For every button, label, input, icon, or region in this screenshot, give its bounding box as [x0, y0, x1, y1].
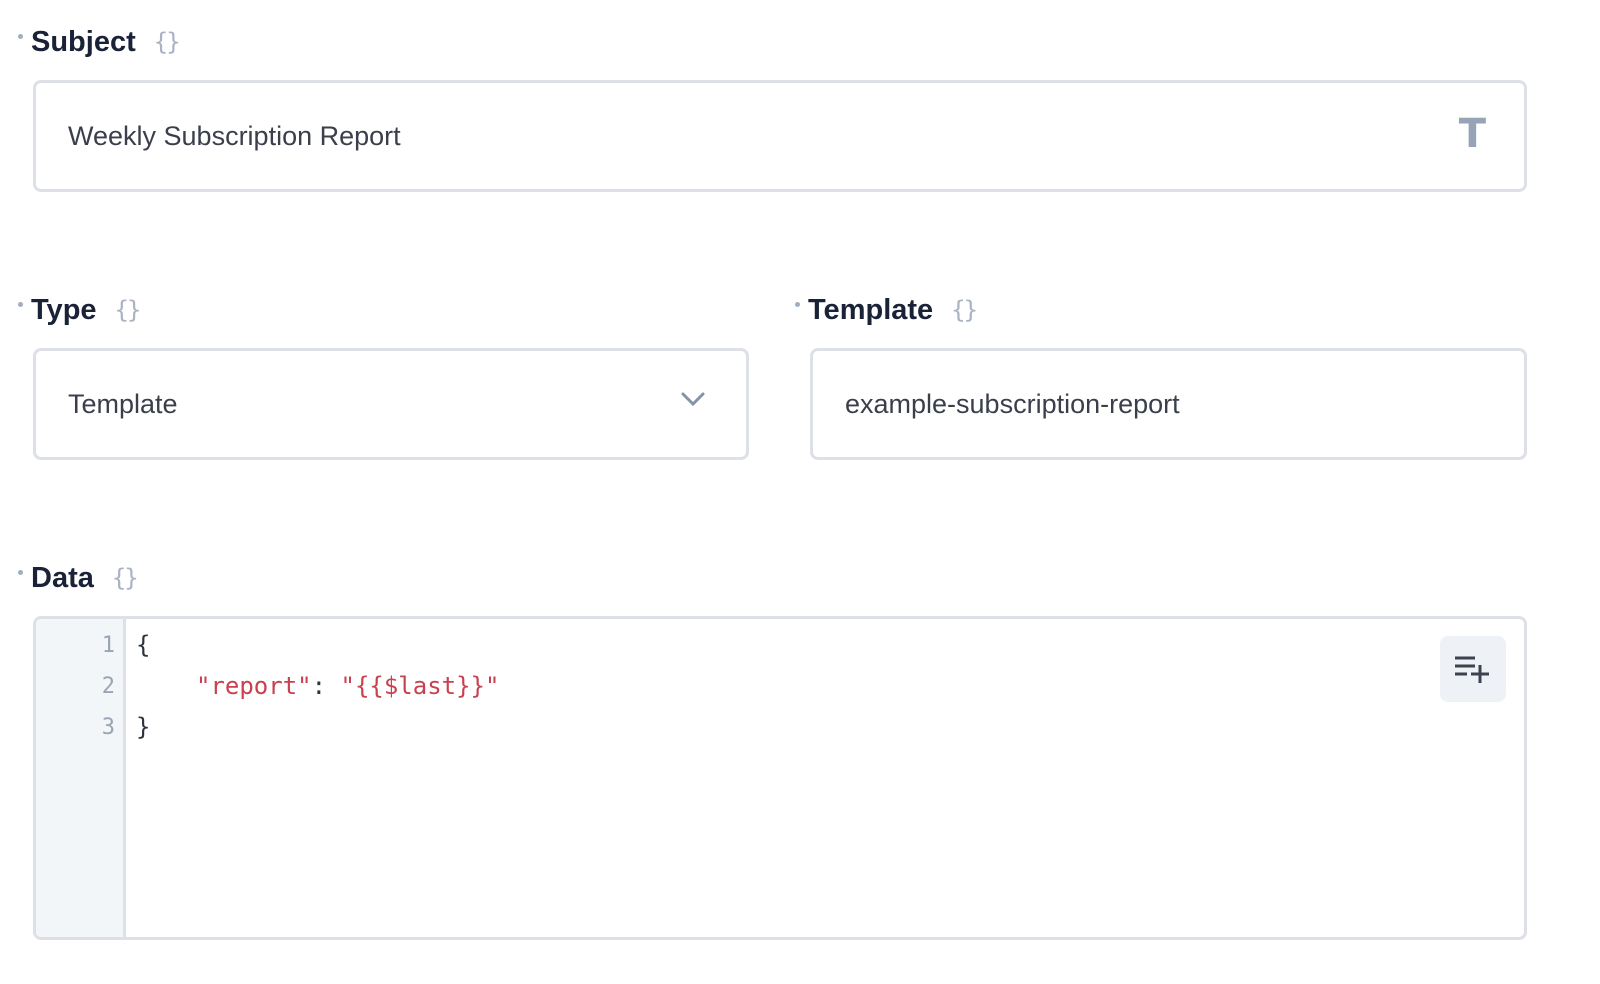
code-line: "report": "{{$last}}" — [196, 672, 499, 700]
type-select[interactable]: Template — [33, 348, 749, 460]
data-label: Data {} — [18, 558, 139, 598]
text-type-icon: T — [1458, 111, 1486, 157]
variable-braces-icon[interactable]: {} — [111, 564, 139, 592]
code-line: { — [136, 631, 150, 659]
type-label: Type {} — [18, 290, 142, 330]
chevron-down-icon — [681, 392, 705, 407]
variable-braces-icon[interactable]: {} — [951, 296, 978, 324]
brace-open: { — [136, 631, 151, 659]
required-dot — [795, 302, 800, 307]
colon: : — [311, 672, 341, 700]
data-code-editor[interactable]: 1 2 3 { "report": "{{$last}}" } — [33, 616, 1527, 940]
template-label: Template {} — [795, 290, 978, 330]
subject-value: Weekly Subscription Report — [68, 120, 401, 151]
subject-label: Subject {} — [18, 22, 181, 62]
line-number-gutter: 1 2 3 — [36, 619, 126, 937]
json-key: "report" — [196, 672, 312, 700]
line-number: 2 — [101, 674, 115, 699]
type-value: Template — [68, 388, 178, 419]
template-input[interactable]: example-subscription-report — [810, 348, 1527, 460]
required-dot — [18, 34, 23, 39]
json-value: "{{$last}}" — [340, 672, 500, 700]
line-number: 1 — [101, 633, 115, 658]
format-insert-button[interactable] — [1440, 636, 1506, 702]
brace-close: } — [136, 713, 151, 741]
subject-input[interactable]: Weekly Subscription Report T — [33, 80, 1527, 192]
variable-braces-icon[interactable]: {} — [153, 28, 181, 56]
code-line: } — [136, 713, 150, 741]
list-add-icon — [1455, 656, 1489, 683]
required-dot — [18, 570, 23, 575]
line-number: 3 — [101, 715, 115, 740]
template-value: example-subscription-report — [845, 388, 1180, 419]
variable-braces-icon[interactable]: {} — [114, 296, 142, 324]
required-dot — [18, 302, 23, 307]
